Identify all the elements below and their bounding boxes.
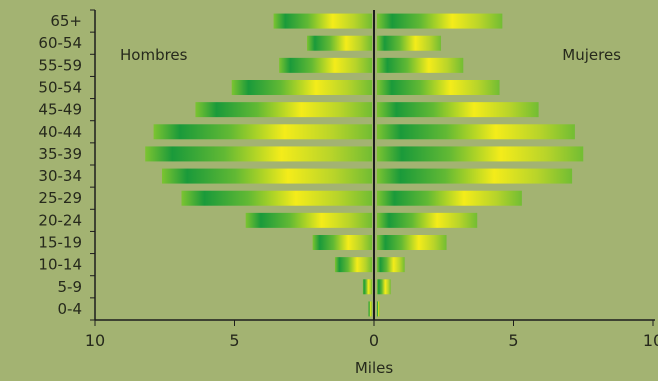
category-label: 0-4 [58, 300, 83, 318]
bar-hombres-65+ [273, 13, 372, 29]
bar-mujeres-50-54 [377, 80, 500, 95]
bar-hombres-20-24 [245, 212, 372, 228]
category-label: 30-34 [38, 167, 82, 185]
bar-hombres-35-39 [145, 146, 372, 162]
bar-mujeres-10-14 [377, 257, 405, 273]
bar-mujeres-30-34 [377, 168, 573, 184]
bar-hombres-25-29 [181, 190, 372, 206]
bar-hombres-30-34 [161, 168, 372, 184]
bar-mujeres-25-29 [377, 190, 522, 206]
bar-hombres-0-4 [368, 301, 372, 317]
x-tick-label: 5 [508, 331, 518, 350]
category-label: 5-9 [58, 278, 83, 296]
category-label: 20-24 [38, 211, 82, 229]
bar-mujeres-60-54 [377, 35, 441, 51]
category-label: 55-59 [38, 56, 82, 74]
bar-hombres-15-19 [312, 235, 372, 250]
bar-hombres-10-14 [334, 257, 372, 273]
category-label: 50-54 [38, 79, 82, 97]
x-tick-label: 0 [369, 331, 379, 350]
series-label-mujeres: Mujeres [562, 46, 621, 64]
bar-mujeres-35-39 [377, 146, 584, 162]
bar-mujeres-65+ [377, 13, 503, 29]
bar-mujeres-45-49 [377, 102, 539, 118]
bar-mujeres-40-44 [377, 124, 575, 140]
category-label: 45-49 [38, 101, 82, 119]
x-axis-title: Miles [355, 359, 394, 377]
category-label: 10-14 [38, 256, 82, 274]
category-label: 60-54 [38, 34, 82, 52]
x-tick-label: 5 [229, 331, 239, 350]
category-label: 65+ [50, 12, 82, 30]
x-tick-label: 10 [85, 331, 105, 350]
bar-mujeres-20-24 [377, 212, 478, 228]
bar-mujeres-0-4 [377, 301, 380, 317]
x-tick-label: 10 [643, 331, 658, 350]
bar-mujeres-55-59 [377, 57, 464, 73]
bar-mujeres-5-9 [377, 279, 391, 295]
bar-hombres-5-9 [362, 279, 372, 295]
category-label: 25-29 [38, 189, 82, 207]
bar-mujeres-15-19 [377, 235, 447, 250]
bar-hombres-40-44 [153, 124, 372, 140]
bar-hombres-55-59 [279, 57, 372, 73]
bar-hombres-50-54 [231, 80, 372, 95]
category-label: 35-39 [38, 145, 82, 163]
series-label-hombres: Hombres [120, 46, 188, 64]
bar-hombres-60-54 [307, 35, 372, 51]
category-label: 15-19 [38, 234, 82, 252]
category-label: 40-44 [38, 123, 82, 141]
bar-hombres-45-49 [195, 102, 372, 118]
